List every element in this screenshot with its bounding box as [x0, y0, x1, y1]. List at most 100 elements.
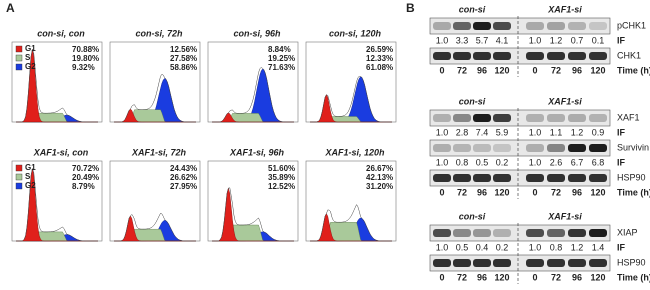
if-value: 1.0 [529, 35, 542, 45]
band-name: Survivin [617, 142, 649, 152]
group-header: con-si [459, 211, 486, 221]
plot-title: con-si, 96h [233, 28, 281, 38]
plot-title: XAF1-si, con [33, 147, 89, 157]
if-value: 1.2 [571, 242, 584, 252]
blot-band [589, 22, 607, 30]
legend-swatch [15, 182, 23, 190]
phase-percentage: 26.59% [366, 45, 393, 54]
time-point: 0 [439, 65, 444, 75]
blot-strip [429, 169, 611, 187]
if-value: 0.2 [496, 157, 509, 167]
blot-band [568, 114, 586, 122]
phase-percentage: 12.52% [268, 182, 295, 191]
fit-line [212, 67, 294, 123]
blot-band [433, 259, 451, 267]
blot-band [453, 52, 471, 60]
phase-percentage: 26.67% [366, 164, 393, 173]
if-value: 0.8 [456, 157, 469, 167]
if-value: 1.0 [436, 127, 449, 137]
if-value: 1.0 [529, 242, 542, 252]
blot-band [493, 22, 511, 30]
plot-title: con-si, con [37, 28, 85, 38]
blot-band [547, 259, 565, 267]
time-point: 120 [494, 187, 509, 197]
blot-band [493, 52, 511, 60]
blot-band [433, 174, 451, 182]
blot-band [433, 52, 451, 60]
blot-band [547, 229, 565, 237]
phase-percentage: 26.62% [170, 173, 197, 182]
if-label: IF [617, 35, 626, 45]
time-point: 0 [439, 187, 444, 197]
fit-line [212, 187, 294, 242]
blot-band [589, 174, 607, 182]
plot-title: XAF1-si, 72h [131, 147, 187, 157]
time-point: 72 [457, 187, 467, 197]
blot-band [547, 144, 565, 152]
phase-percentage: 19.25% [268, 54, 295, 63]
blot-strip [429, 254, 611, 272]
blot-band [433, 144, 451, 152]
if-value: 1.0 [436, 35, 449, 45]
legend-label: S [25, 53, 31, 62]
band-name: pCHK1 [617, 20, 646, 30]
blot-band [493, 174, 511, 182]
if-value: 1.0 [529, 157, 542, 167]
if-value: 1.0 [436, 157, 449, 167]
phase-percentage: 27.58% [170, 54, 197, 63]
band-name: CHK1 [617, 50, 641, 60]
blot-band [547, 52, 565, 60]
if-value: 1.0 [436, 242, 449, 252]
plot-title: con-si, 72h [135, 28, 183, 38]
blot-band [473, 144, 491, 152]
if-value: 0.9 [592, 127, 605, 137]
time-label: Time (h) [617, 187, 650, 197]
panel-label: A [6, 1, 15, 15]
blot-band [433, 229, 451, 237]
time-point: 120 [590, 187, 605, 197]
if-value: 0.1 [592, 35, 605, 45]
blot-band [589, 114, 607, 122]
blot-band [526, 52, 544, 60]
phase-percentage: 70.88% [72, 45, 99, 54]
if-value: 7.4 [476, 127, 489, 137]
blot-band [526, 22, 544, 30]
phase-percentage: 20.49% [72, 173, 99, 182]
blot-band [589, 259, 607, 267]
blot-strip [429, 224, 611, 242]
if-value: 5.9 [496, 127, 509, 137]
blot-band [526, 114, 544, 122]
blot-band [473, 114, 491, 122]
blot-band [473, 174, 491, 182]
time-point: 96 [477, 187, 487, 197]
blot-strip [429, 47, 611, 65]
if-value: 0.2 [496, 242, 509, 252]
group-header: con-si [459, 4, 486, 14]
blot-band [433, 22, 451, 30]
if-value: 6.7 [571, 157, 584, 167]
if-value: 0.7 [571, 35, 584, 45]
blot-band [568, 144, 586, 152]
blot-band [493, 114, 511, 122]
phase-percentage: 31.20% [366, 182, 393, 191]
time-point: 96 [572, 65, 582, 75]
if-value: 1.0 [529, 127, 542, 137]
band-name: HSP90 [617, 257, 646, 267]
blot-band [568, 22, 586, 30]
blot-strip [429, 17, 611, 35]
blot-strip [429, 109, 611, 127]
phase-percentage: 8.79% [72, 182, 95, 191]
time-point: 96 [477, 272, 487, 282]
if-value: 2.6 [550, 157, 563, 167]
if-label: IF [617, 157, 626, 167]
phase-percentage: 71.63% [268, 63, 295, 72]
legend-swatch [15, 164, 23, 172]
phase-percentage: 8.84% [268, 45, 291, 54]
band-name: XAF1 [617, 112, 640, 122]
if-value: 6.8 [592, 157, 605, 167]
phase-percentage: 61.08% [366, 63, 393, 72]
time-point: 120 [494, 272, 509, 282]
blot-band [568, 229, 586, 237]
legend-swatch [15, 63, 23, 71]
blot-band [453, 229, 471, 237]
